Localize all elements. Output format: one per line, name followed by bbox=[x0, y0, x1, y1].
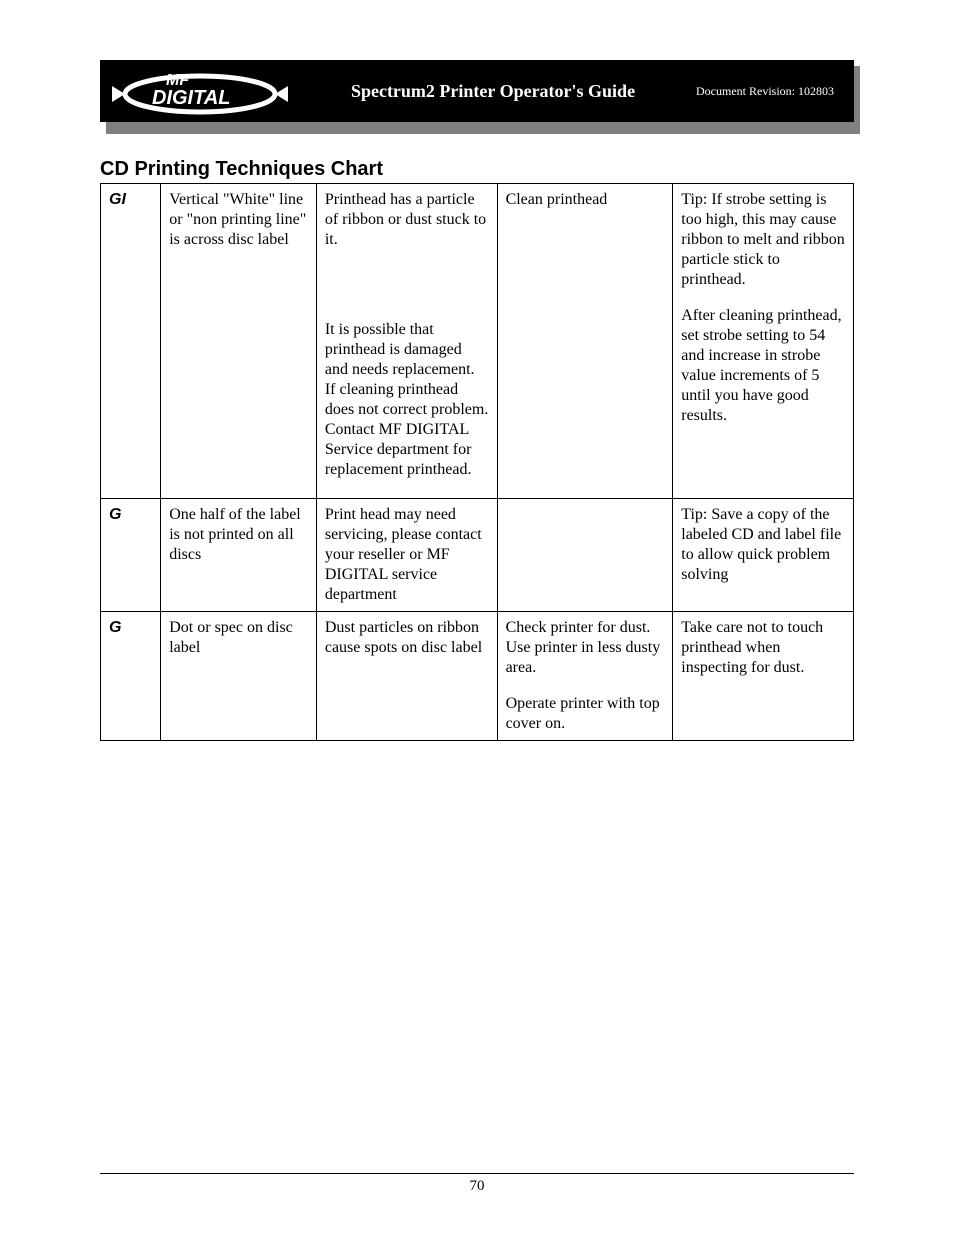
row-cause: Printhead has a particle of ribbon or du… bbox=[316, 184, 497, 499]
row-symptom: Vertical "White" line or "non printing l… bbox=[161, 184, 317, 499]
tip-para-b: After cleaning printhead, set strobe set… bbox=[681, 306, 845, 426]
cause-para-a: Printhead has a particle of ribbon or du… bbox=[325, 190, 489, 250]
page-number: 70 bbox=[470, 1178, 485, 1194]
row-symptom: Dot or spec on disc label bbox=[161, 612, 317, 741]
footer-rule bbox=[100, 1173, 854, 1174]
table-row: G One half of the label is not printed o… bbox=[101, 499, 854, 612]
row-tip: Tip: If strobe setting is too high, this… bbox=[673, 184, 854, 499]
cause-para-b: It is possible that printhead is damaged… bbox=[325, 320, 489, 480]
techniques-table: GI Vertical "White" line or "non printin… bbox=[100, 183, 854, 741]
page-footer: 70 bbox=[100, 1173, 854, 1195]
spacer bbox=[681, 290, 845, 306]
header-revision: Document Revision: 102803 bbox=[696, 84, 854, 99]
tip-para-a: Tip: If strobe setting is too high, this… bbox=[681, 190, 845, 290]
spacer bbox=[325, 250, 489, 320]
logo-icon: MF DIGITAL bbox=[110, 66, 290, 116]
header-title: Spectrum2 Printer Operator's Guide bbox=[300, 81, 696, 102]
row-code: GI bbox=[101, 184, 161, 499]
row-code: G bbox=[101, 612, 161, 741]
row-tip: Take care not to touch printhead when in… bbox=[673, 612, 854, 741]
header-bar: MF DIGITAL Spectrum2 Printer Operator's … bbox=[100, 60, 854, 128]
table-row: GI Vertical "White" line or "non printin… bbox=[101, 184, 854, 499]
row-solution: Check printer for dust. Use printer in l… bbox=[497, 612, 673, 741]
solution-para-a: Check printer for dust. Use printer in l… bbox=[506, 618, 665, 678]
row-solution bbox=[497, 499, 673, 612]
table-row: G Dot or spec on disc label Dust particl… bbox=[101, 612, 854, 741]
solution-para-b: Operate printer with top cover on. bbox=[506, 694, 665, 734]
row-solution: Clean printhead bbox=[497, 184, 673, 499]
row-tip: Tip: Save a copy of the labeled CD and l… bbox=[673, 499, 854, 612]
row-code: G bbox=[101, 499, 161, 612]
row-cause: Print head may need servicing, please co… bbox=[316, 499, 497, 612]
logo-text-bottom: DIGITAL bbox=[152, 87, 231, 109]
page: MF DIGITAL Spectrum2 Printer Operator's … bbox=[0, 0, 954, 1235]
row-symptom: One half of the label is not printed on … bbox=[161, 499, 317, 612]
logo: MF DIGITAL bbox=[100, 60, 300, 122]
row-cause: Dust particles on ribbon cause spots on … bbox=[316, 612, 497, 741]
header-main: MF DIGITAL Spectrum2 Printer Operator's … bbox=[100, 60, 854, 122]
section-title: CD Printing Techniques Chart bbox=[100, 158, 854, 181]
solution-para-a: Clean printhead bbox=[506, 190, 665, 210]
spacer bbox=[506, 678, 665, 694]
